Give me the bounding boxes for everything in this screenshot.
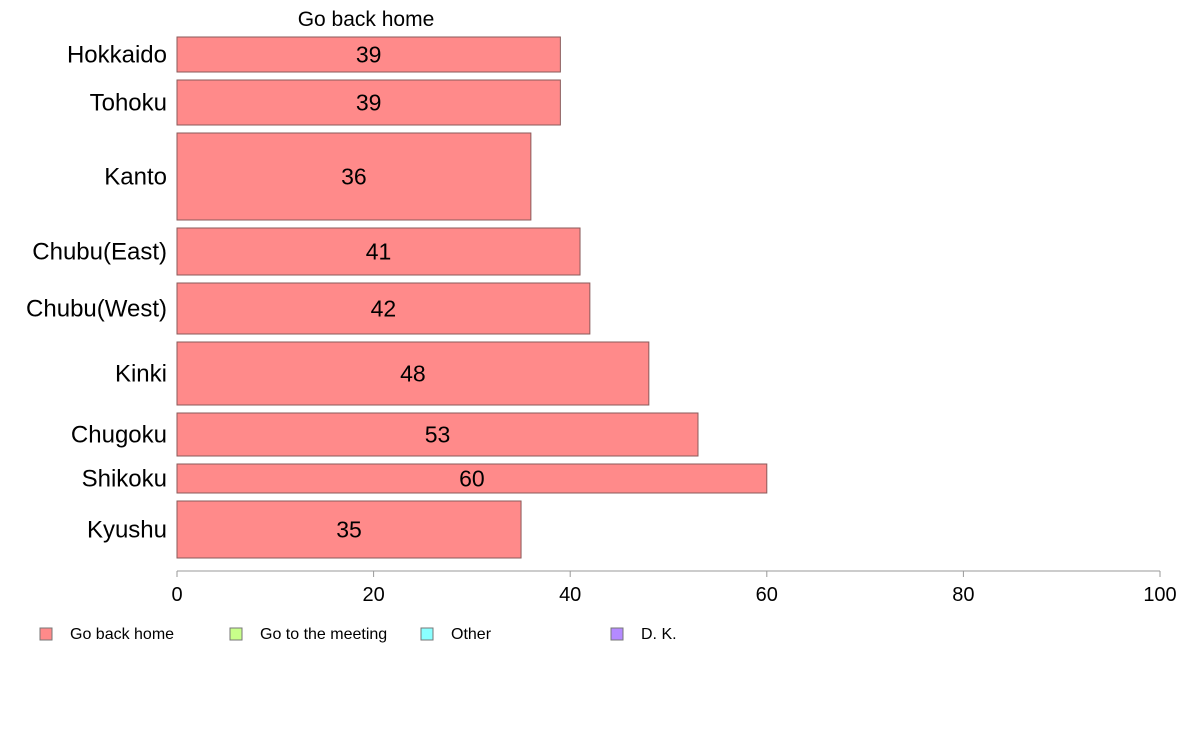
- legend-swatch: [39, 627, 53, 641]
- legend-label: Other: [451, 626, 492, 643]
- category-label: Chubu(East): [32, 239, 167, 266]
- legend-swatch: [610, 627, 624, 641]
- x-tick-label: 20: [362, 584, 384, 606]
- value-label: 35: [336, 517, 362, 543]
- x-tick-label: 0: [171, 584, 182, 606]
- x-tick-label: 100: [1143, 584, 1176, 606]
- category-label: Kyushu: [87, 517, 167, 544]
- value-label: 53: [425, 422, 451, 448]
- x-tick-label: 60: [756, 584, 778, 606]
- value-labels: 39 39 36 41 42 48 53 60 35: [336, 42, 484, 543]
- legend-label: Go to the meeting: [260, 626, 387, 643]
- legend-label: D. K.: [641, 626, 677, 643]
- value-label: 39: [356, 42, 382, 68]
- value-label: 42: [371, 296, 397, 322]
- category-label: Kanto: [104, 164, 167, 191]
- category-label: Chubu(West): [26, 296, 167, 323]
- value-label: 36: [341, 164, 367, 190]
- x-tick-label: 40: [559, 584, 581, 606]
- category-label: Hokkaido: [67, 42, 167, 69]
- value-label: 48: [400, 361, 426, 387]
- category-label: Kinki: [115, 361, 167, 388]
- legend-swatch: [229, 627, 243, 641]
- value-label: 39: [356, 90, 382, 116]
- bar-kinki-s0: [176, 341, 650, 406]
- bar-hokkaido-s0: [176, 36, 561, 73]
- bar-shikoku-s0: [176, 463, 768, 494]
- value-label: 60: [459, 466, 485, 492]
- chart-title: Go back home: [298, 8, 435, 31]
- category-label: Shikoku: [82, 466, 167, 493]
- value-label: 41: [366, 239, 392, 265]
- x-tick-label: 80: [952, 584, 974, 606]
- legend-label: Go back home: [70, 626, 174, 643]
- bar-chubu-west--s0: [176, 282, 591, 335]
- bars-group: [176, 36, 768, 559]
- bar-chubu-east--s0: [176, 227, 581, 276]
- legend-swatch: [420, 627, 434, 641]
- bar-chugoku-s0: [176, 412, 699, 457]
- bar-kanto-s0: [176, 132, 532, 221]
- x-axis: 0 20 40 60 80 100: [171, 570, 1177, 606]
- legend: Go back home Go to the meeting Other D. K.: [39, 626, 677, 643]
- bar-tohoku-s0: [176, 79, 561, 126]
- category-label: Tohoku: [90, 90, 167, 117]
- category-label: Chugoku: [71, 422, 167, 449]
- category-labels: Hokkaido Tohoku Kanto Chubu(East) Chubu(West…: [26, 42, 167, 544]
- bar-kyushu-s0: [176, 500, 522, 559]
